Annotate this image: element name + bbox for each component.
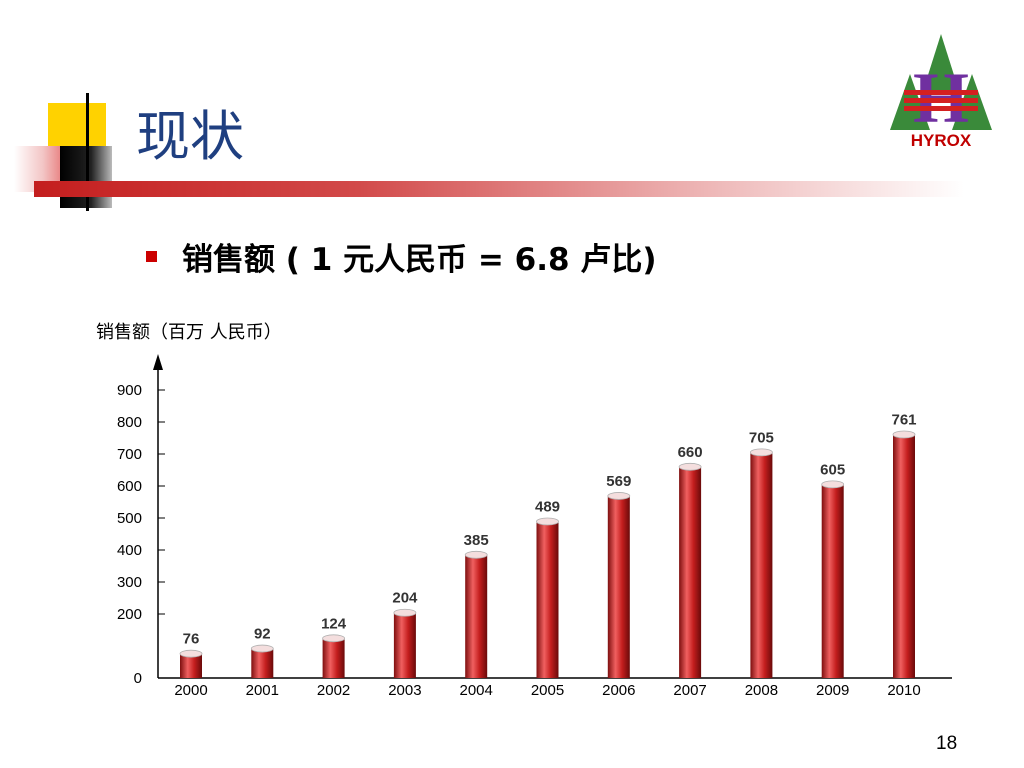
bar-cap [393,608,417,617]
x-tick-label: 2002 [317,682,350,699]
bar-cap [179,649,203,658]
bar [393,612,416,678]
bar [251,648,274,678]
y-tick-label: 400 [117,542,142,559]
bar-value-label: 124 [321,615,347,632]
bar-value-label: 489 [535,499,560,516]
y-tick-label: 900 [117,382,142,399]
x-tick-label: 2007 [673,682,706,699]
x-tick-label: 2001 [246,682,279,699]
bar-cap [250,644,274,653]
bar-value-label: 605 [820,461,845,478]
bar [679,466,702,678]
bar [322,638,345,678]
bar-value-label: 92 [254,626,271,643]
bar [607,495,630,678]
title-underline-bar [34,181,964,197]
bar-value-label: 385 [464,532,489,549]
bar-value-label: 204 [392,590,418,607]
y-tick-label: 500 [117,510,142,527]
x-tick-label: 2009 [816,682,849,699]
bar-cap [821,480,845,489]
bar [180,653,202,678]
bar [821,484,844,678]
y-tick-label: 0 [134,670,142,687]
y-tick-label: 700 [117,446,142,463]
logo-text: HYROX [911,131,972,150]
y-tick-label: 600 [117,478,142,495]
bar-cap [750,448,773,457]
slide-title: 现状 [136,105,244,168]
bar-value-label: 76 [183,631,200,648]
y-tick-label: 300 [117,574,142,591]
bar-cap [892,430,916,439]
y-tick-label: 800 [117,414,142,431]
bar-cap [322,634,346,643]
x-tick-label: 2010 [887,682,920,699]
y-tick-label: 200 [117,606,142,623]
bar-cap [678,462,702,471]
x-tick-label: 2000 [174,682,207,699]
bar-value-label: 761 [891,411,916,428]
bar [750,452,773,678]
x-tick-label: 2005 [531,682,564,699]
x-tick-label: 2004 [460,682,493,699]
bar [536,521,559,678]
bullet-text: 销售额 ( 1 元人民币 = 6.8 卢比) [182,242,657,278]
y-axis-arrow [153,354,163,370]
hyrox-logo: H HYROX [890,34,992,150]
bar-cap [536,517,559,526]
bar-cap [464,550,488,559]
bullet-marker [146,251,157,262]
x-tick-label: 2006 [602,682,635,699]
page-number: 18 [936,733,958,754]
bar [465,554,488,678]
bar-cap [607,492,631,500]
x-tick-label: 2003 [388,682,421,699]
y-axis-label: 销售额（百万 人民币） [96,322,282,343]
bar-value-label: 660 [678,444,703,461]
decor-vertical-line [86,93,89,211]
x-tick-label: 2008 [745,682,778,699]
bar-value-label: 705 [749,429,774,446]
bar-value-label: 569 [606,473,631,490]
bar [893,434,915,678]
